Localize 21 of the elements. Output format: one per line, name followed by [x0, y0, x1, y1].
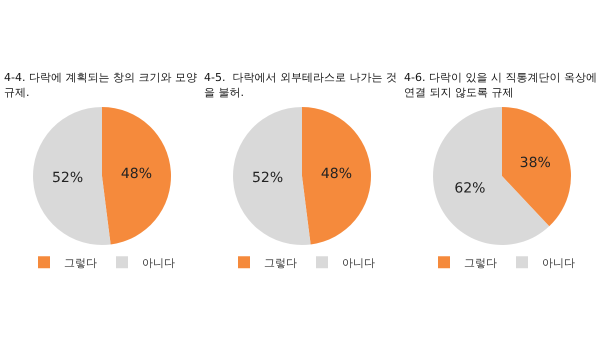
legend-label: 그렇다 [64, 256, 97, 270]
data-label: 52% [52, 170, 84, 186]
data-label: 62% [454, 180, 486, 197]
data-label: 48% [320, 166, 352, 182]
chart-title: 4-4. 다락에 계획되는 창의 크기와 모양 규제. [4, 70, 198, 100]
pie-slice [302, 107, 371, 244]
pie-slice [233, 107, 311, 245]
legend-label: 그렇다 [464, 256, 497, 270]
pie-slice [502, 107, 571, 226]
chart-title: 4-5. 다락에서 외부테라스로 나가는 것을 불허. [204, 70, 398, 100]
data-label: 48% [120, 166, 152, 182]
data-label: 38% [520, 154, 551, 171]
legend-label: 그렇다 [264, 256, 297, 270]
data-label: 52% [252, 170, 284, 186]
legend-label: 아니다 [542, 256, 575, 270]
pie-slice [102, 107, 171, 244]
pie-slice [433, 107, 550, 245]
legend-label: 아니다 [342, 256, 375, 270]
legend-label: 아니다 [142, 256, 175, 270]
chart-title: 4-6. 다락이 있을 시 직통계단이 옥상에 연결 되지 않도록 규제 [404, 70, 598, 100]
pie-slice [33, 107, 111, 245]
